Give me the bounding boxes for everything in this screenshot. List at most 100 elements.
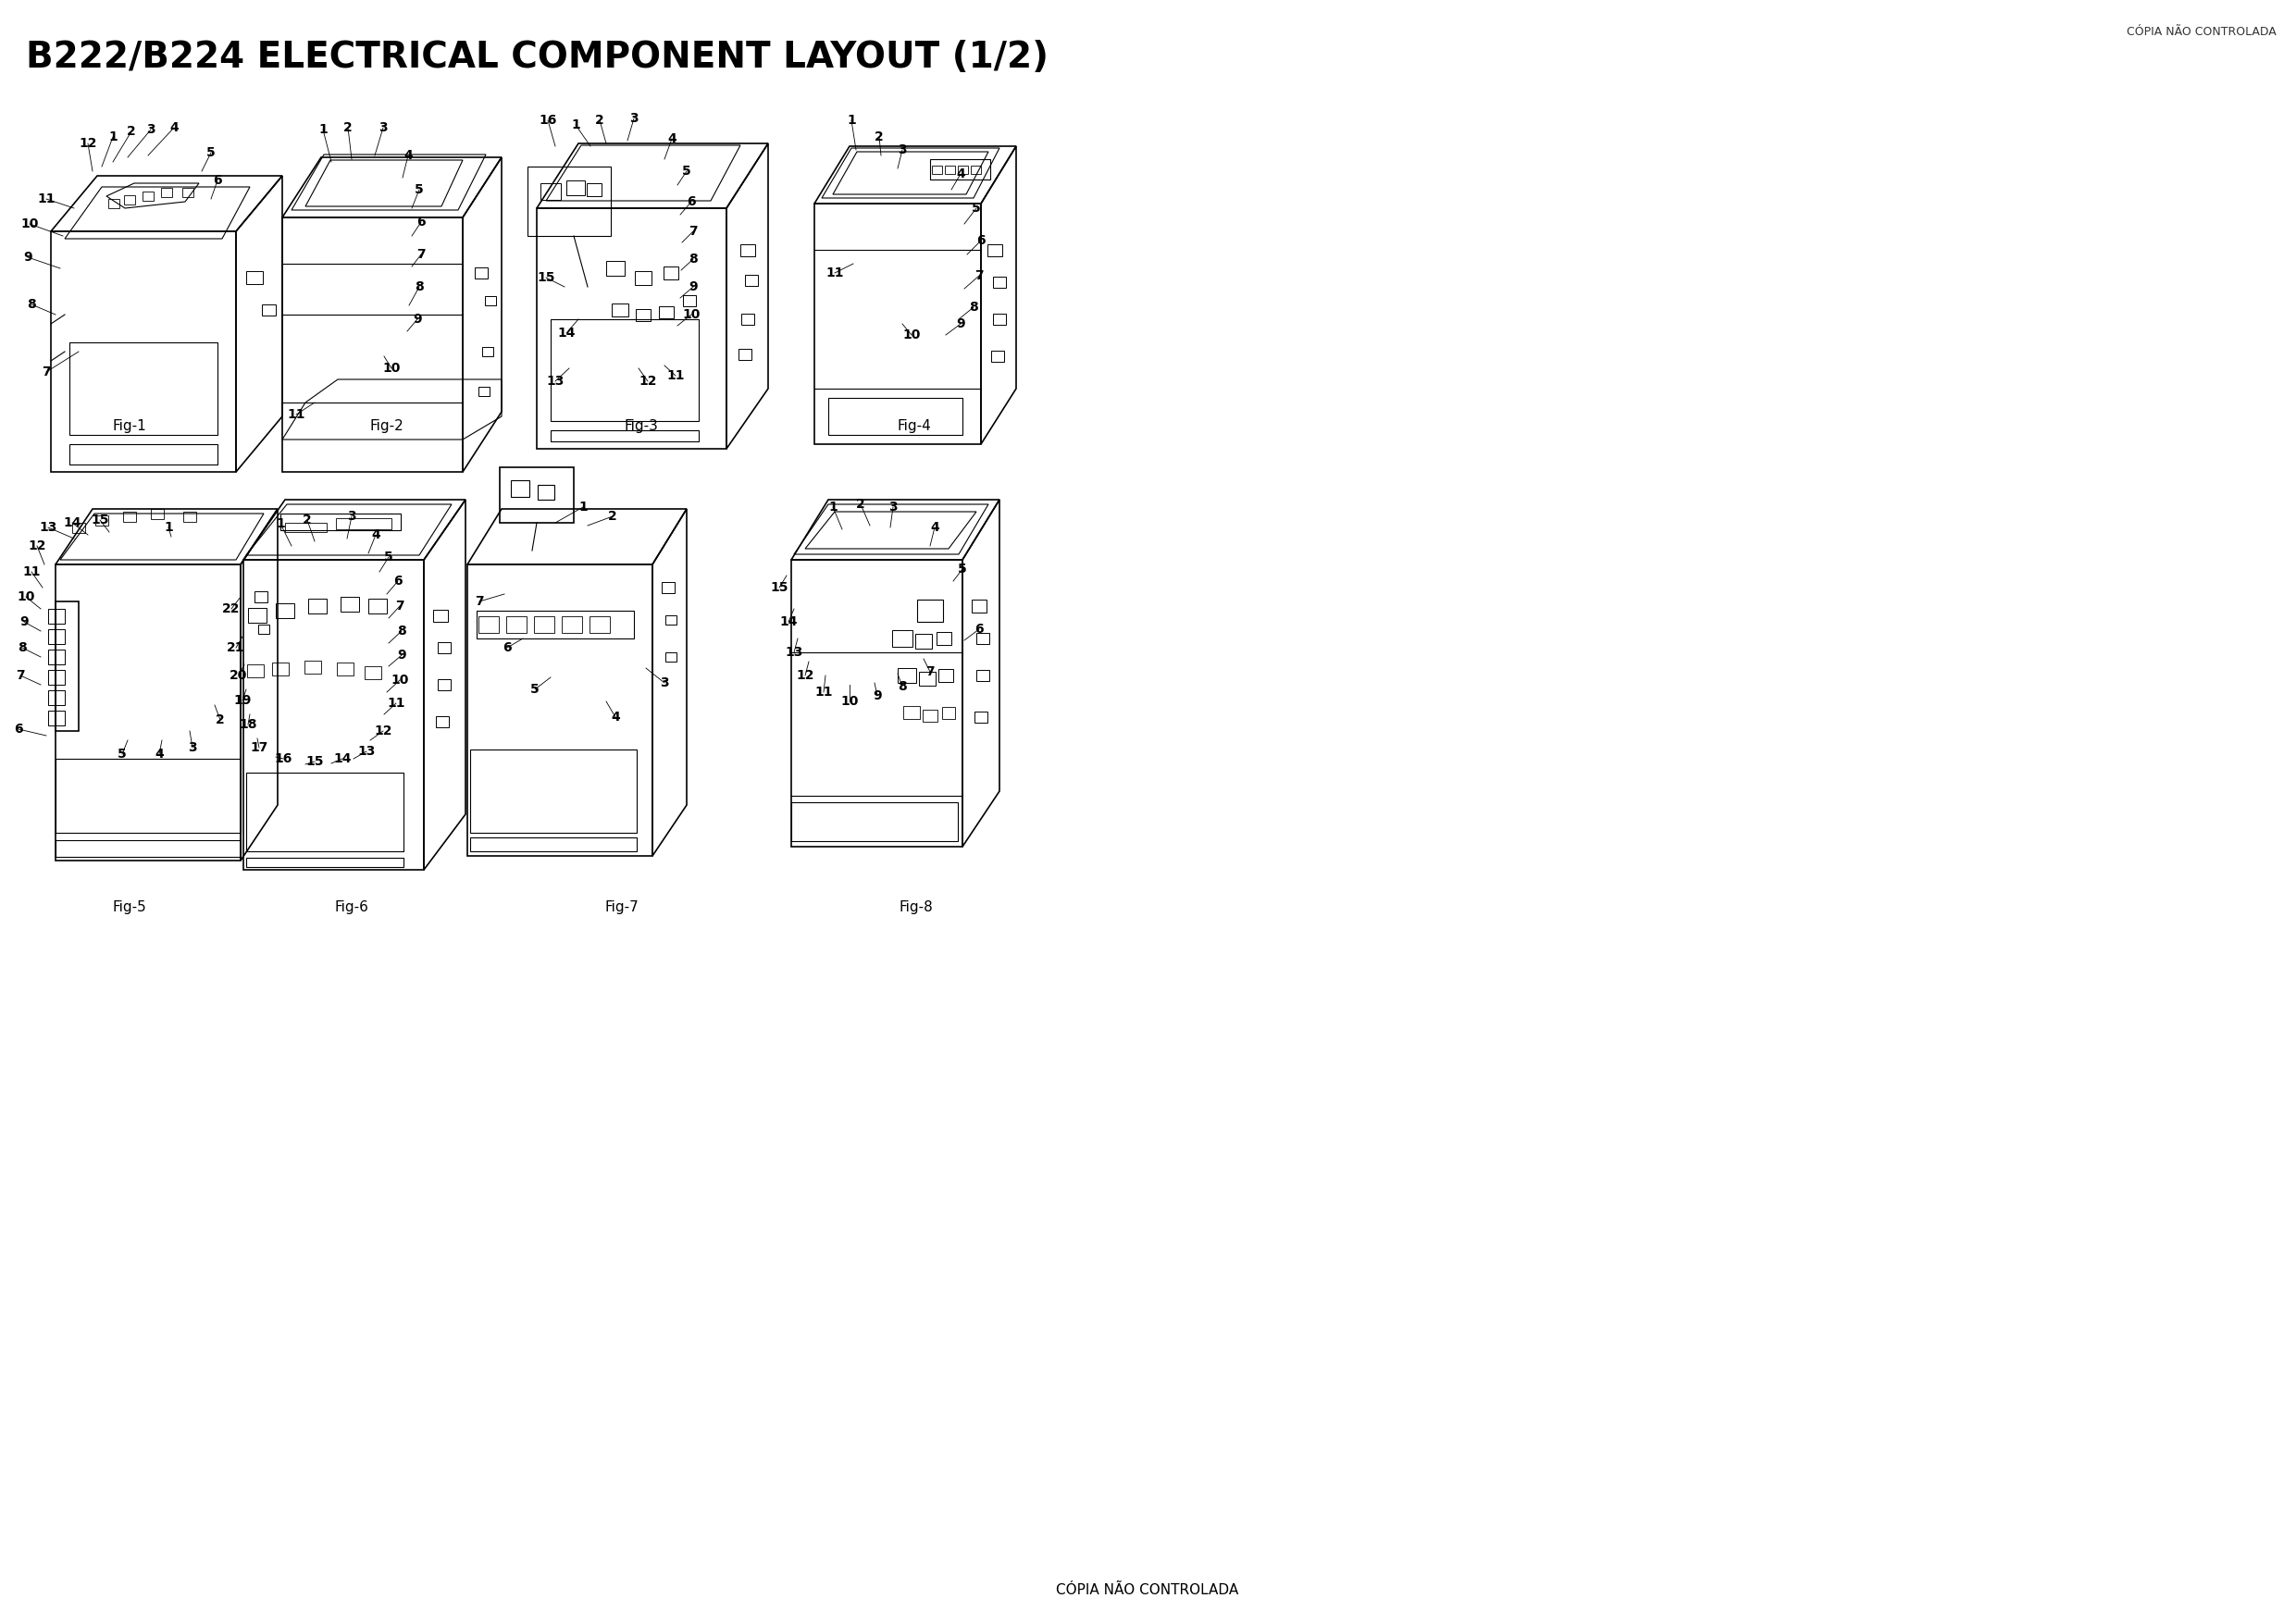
Text: 1: 1 bbox=[276, 518, 285, 531]
Bar bbox=[971, 166, 980, 174]
Bar bbox=[987, 243, 1003, 256]
Bar bbox=[439, 678, 450, 690]
Text: 8: 8 bbox=[397, 625, 406, 638]
Bar bbox=[930, 159, 990, 180]
Text: 9: 9 bbox=[955, 318, 964, 331]
Bar bbox=[255, 591, 266, 602]
Text: 11: 11 bbox=[287, 407, 305, 420]
Text: 1: 1 bbox=[572, 118, 581, 131]
Text: 18: 18 bbox=[239, 717, 257, 730]
Text: 7: 7 bbox=[395, 599, 404, 612]
Text: 6: 6 bbox=[14, 722, 23, 735]
Bar bbox=[976, 670, 990, 682]
Bar bbox=[893, 630, 912, 648]
Text: 4: 4 bbox=[668, 133, 677, 146]
Text: 7: 7 bbox=[689, 226, 698, 239]
Bar bbox=[918, 672, 934, 685]
Text: B222/B224 ELECTRICAL COMPONENT LAYOUT (1/2): B222/B224 ELECTRICAL COMPONENT LAYOUT (1… bbox=[25, 41, 1049, 75]
Bar bbox=[273, 662, 289, 675]
Text: 3: 3 bbox=[889, 500, 898, 513]
Bar bbox=[739, 349, 751, 360]
Bar bbox=[246, 773, 404, 852]
Text: 20: 20 bbox=[230, 669, 248, 682]
Bar bbox=[916, 599, 944, 622]
Text: 3: 3 bbox=[347, 510, 356, 523]
Text: 5: 5 bbox=[682, 164, 691, 177]
Text: 3: 3 bbox=[659, 677, 668, 690]
Bar bbox=[563, 617, 583, 633]
Text: 10: 10 bbox=[840, 695, 859, 708]
Bar bbox=[335, 518, 390, 529]
Text: Fig-5: Fig-5 bbox=[113, 899, 147, 914]
Bar bbox=[48, 690, 64, 704]
Text: 1: 1 bbox=[319, 123, 328, 136]
Text: 8: 8 bbox=[416, 281, 425, 294]
Bar bbox=[55, 602, 78, 730]
Text: 3: 3 bbox=[147, 123, 156, 136]
Text: 2: 2 bbox=[595, 114, 604, 127]
Text: 6: 6 bbox=[416, 216, 425, 229]
Bar bbox=[48, 670, 64, 685]
Text: 2: 2 bbox=[875, 130, 884, 143]
Text: 13: 13 bbox=[785, 646, 804, 659]
Text: 9: 9 bbox=[689, 281, 698, 294]
Text: 1: 1 bbox=[829, 500, 838, 513]
Bar bbox=[939, 669, 953, 682]
Bar bbox=[124, 511, 135, 521]
Bar bbox=[69, 445, 218, 464]
Bar bbox=[308, 599, 326, 613]
Bar bbox=[567, 180, 585, 195]
Text: 10: 10 bbox=[383, 362, 400, 375]
Text: 17: 17 bbox=[250, 742, 269, 755]
Text: 5: 5 bbox=[383, 550, 393, 563]
Bar bbox=[246, 271, 262, 284]
Text: 8: 8 bbox=[18, 641, 28, 654]
Text: 7: 7 bbox=[475, 596, 484, 609]
Bar bbox=[976, 633, 990, 644]
Text: 7: 7 bbox=[925, 665, 934, 678]
Bar bbox=[285, 523, 326, 532]
Bar bbox=[262, 305, 276, 315]
Text: 22: 22 bbox=[223, 602, 241, 615]
Text: 4: 4 bbox=[170, 122, 179, 135]
Bar bbox=[590, 617, 611, 633]
Text: 10: 10 bbox=[16, 591, 34, 604]
Text: 14: 14 bbox=[558, 326, 576, 339]
Text: 5: 5 bbox=[117, 748, 126, 761]
Bar bbox=[957, 166, 967, 174]
Bar bbox=[55, 841, 241, 857]
Text: 6: 6 bbox=[976, 234, 985, 247]
Text: 15: 15 bbox=[305, 755, 324, 768]
Text: 3: 3 bbox=[898, 143, 907, 156]
Bar bbox=[682, 295, 696, 307]
Text: 13: 13 bbox=[546, 375, 565, 388]
Bar bbox=[55, 760, 241, 833]
Text: 9: 9 bbox=[23, 252, 32, 263]
Bar bbox=[540, 183, 560, 200]
Bar bbox=[974, 711, 987, 722]
Text: 9: 9 bbox=[21, 615, 28, 628]
Bar bbox=[944, 166, 955, 174]
Text: 5: 5 bbox=[416, 183, 425, 196]
Text: 6: 6 bbox=[214, 174, 223, 187]
Bar bbox=[606, 261, 625, 276]
Text: 1: 1 bbox=[579, 500, 588, 513]
Text: 14: 14 bbox=[64, 516, 80, 529]
Text: 8: 8 bbox=[689, 253, 698, 266]
Text: 4: 4 bbox=[611, 711, 620, 724]
Text: 10: 10 bbox=[390, 674, 409, 687]
Bar bbox=[941, 706, 955, 719]
Text: 3: 3 bbox=[188, 742, 197, 755]
Bar bbox=[478, 617, 498, 633]
Bar bbox=[48, 609, 64, 623]
Bar bbox=[792, 802, 957, 841]
Bar bbox=[340, 597, 358, 612]
Text: 16: 16 bbox=[273, 753, 292, 764]
Text: 9: 9 bbox=[413, 313, 422, 326]
Bar bbox=[916, 635, 932, 649]
Text: 5: 5 bbox=[530, 683, 540, 696]
Text: 10: 10 bbox=[21, 217, 39, 230]
Text: 4: 4 bbox=[372, 529, 381, 542]
Text: 11: 11 bbox=[37, 193, 55, 206]
Bar bbox=[152, 508, 163, 519]
